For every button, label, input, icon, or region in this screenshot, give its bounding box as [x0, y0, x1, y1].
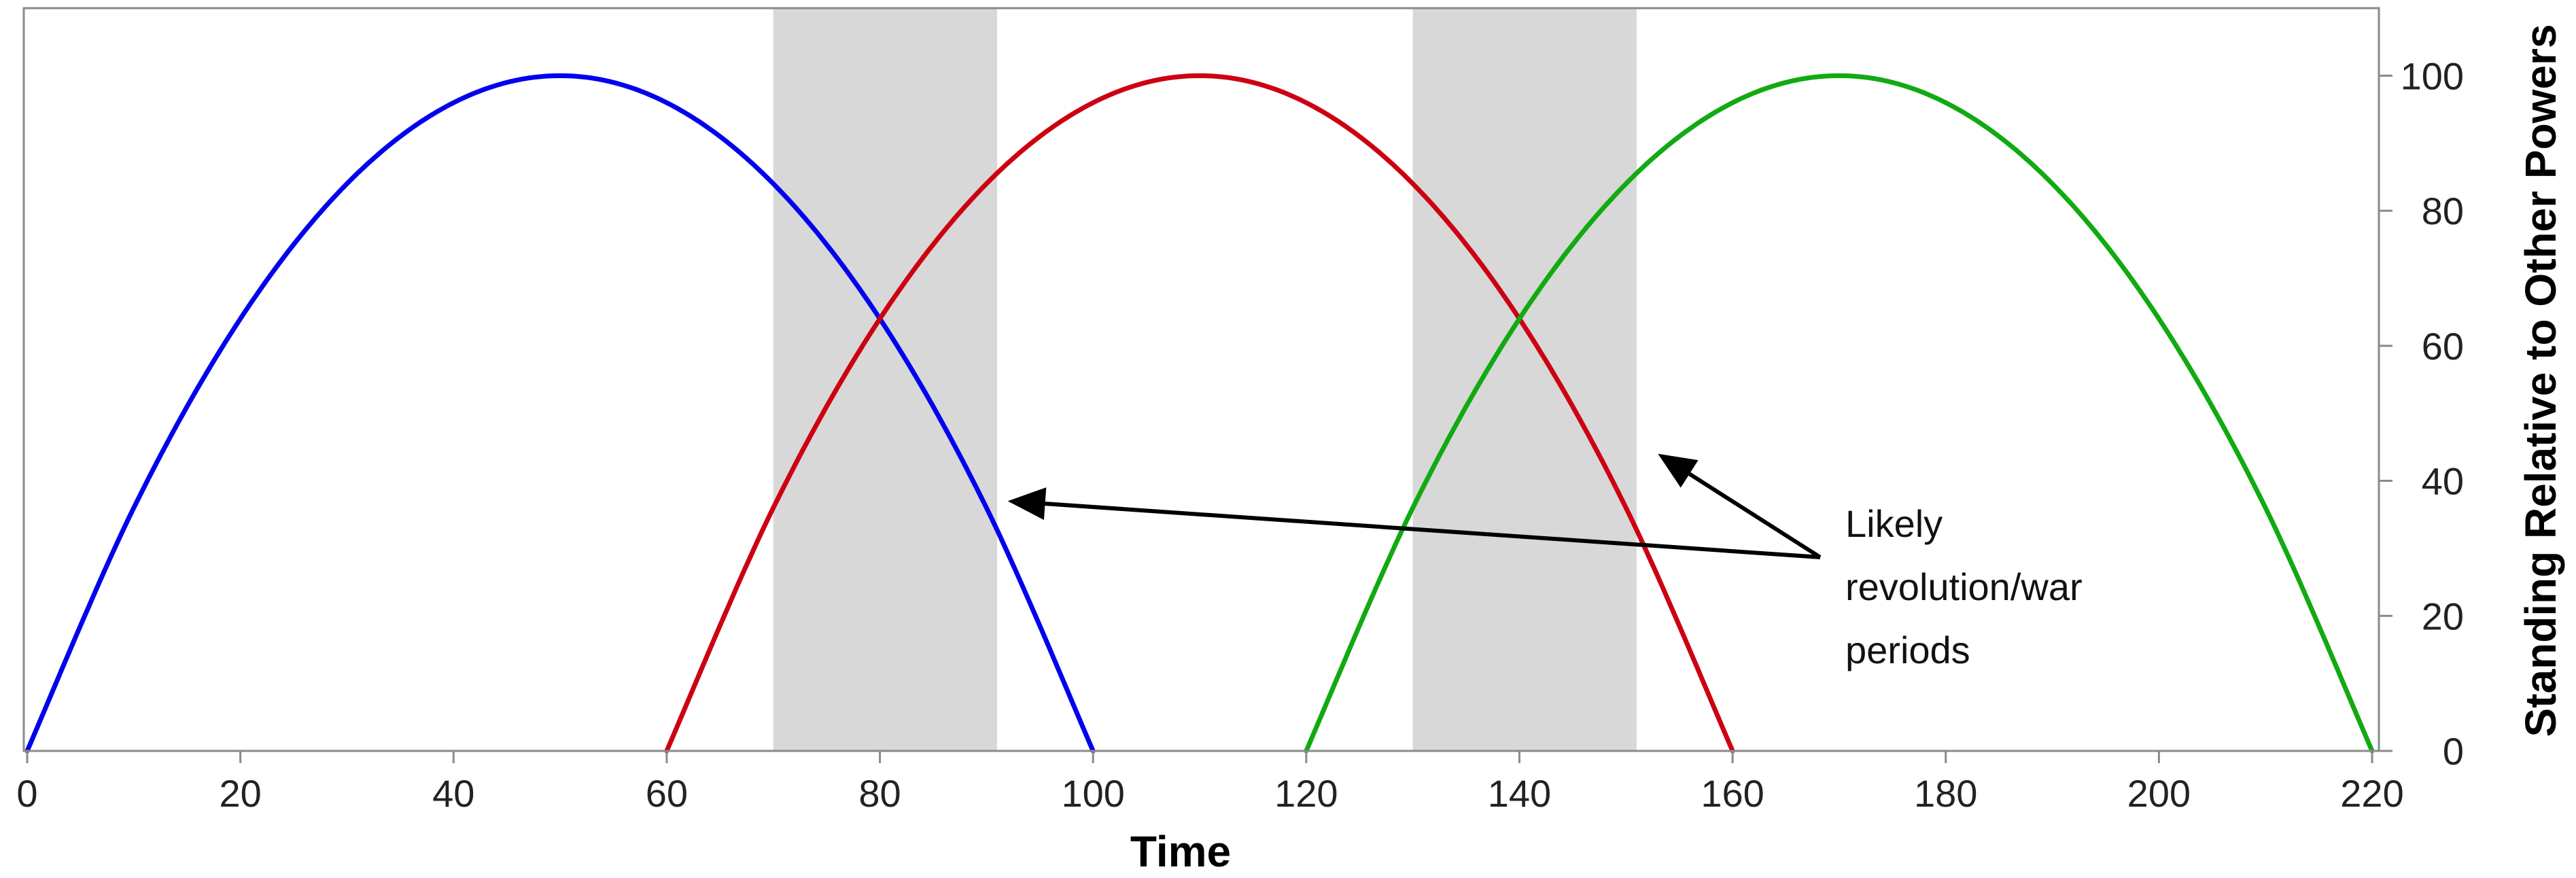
x-tick-label: 60	[646, 772, 688, 815]
series-line-1	[24, 73, 1096, 754]
annotation-arrow-1	[1045, 502, 1821, 559]
y-tick-label: 0	[2443, 730, 2464, 773]
plot-frame	[22, 7, 2380, 752]
y-tick-label: 20	[2422, 595, 2464, 637]
x-tick-label: 180	[1914, 772, 1977, 815]
y-axis: 0 20 40 60 80 100	[2379, 54, 2464, 773]
annotation-arrowhead-2	[1658, 453, 1699, 488]
y-tick-label: 100	[2401, 54, 2464, 97]
x-tick-label: 140	[1488, 772, 1551, 815]
x-tick-label: 200	[2127, 772, 2191, 815]
annotation-arrowhead-1	[1007, 487, 1047, 521]
series-lines	[24, 73, 2375, 754]
x-tick-label: 80	[858, 772, 901, 815]
annotation-arrow-2	[1688, 472, 1822, 559]
x-tick-label: 0	[16, 772, 37, 815]
x-tick-label: 220	[2340, 772, 2403, 815]
annotation-line-1: Likely	[1845, 502, 1943, 545]
x-tick-label: 40	[432, 772, 474, 815]
x-tick-label: 20	[219, 772, 261, 815]
x-tick-label: 160	[1701, 772, 1764, 815]
y-axis-title: Standing Relative to Other Powers	[2516, 24, 2565, 737]
x-tick-label: 100	[1061, 772, 1124, 815]
y-tick-label: 60	[2422, 325, 2464, 368]
shaded-region-2	[1412, 8, 1637, 751]
y-tick-label: 40	[2422, 460, 2464, 503]
annotation-line-3: periods	[1845, 629, 1970, 671]
annotation-arrows	[1007, 453, 1822, 559]
x-axis-title: Time	[1130, 827, 1231, 876]
series-line-3	[1304, 73, 2375, 754]
shaded-region-1	[773, 8, 998, 751]
series-line-2	[664, 73, 1735, 754]
y-tick-label: 80	[2422, 190, 2464, 232]
shaded-regions	[773, 8, 1637, 751]
x-tick-label: 120	[1274, 772, 1338, 815]
annotation-line-2: revolution/war	[1845, 565, 2083, 608]
annotation-text: Likely revolution/war periods	[1845, 502, 2093, 671]
x-axis: 0 20 40 60 80 100 120 140 160 180 200 220	[16, 751, 2404, 815]
